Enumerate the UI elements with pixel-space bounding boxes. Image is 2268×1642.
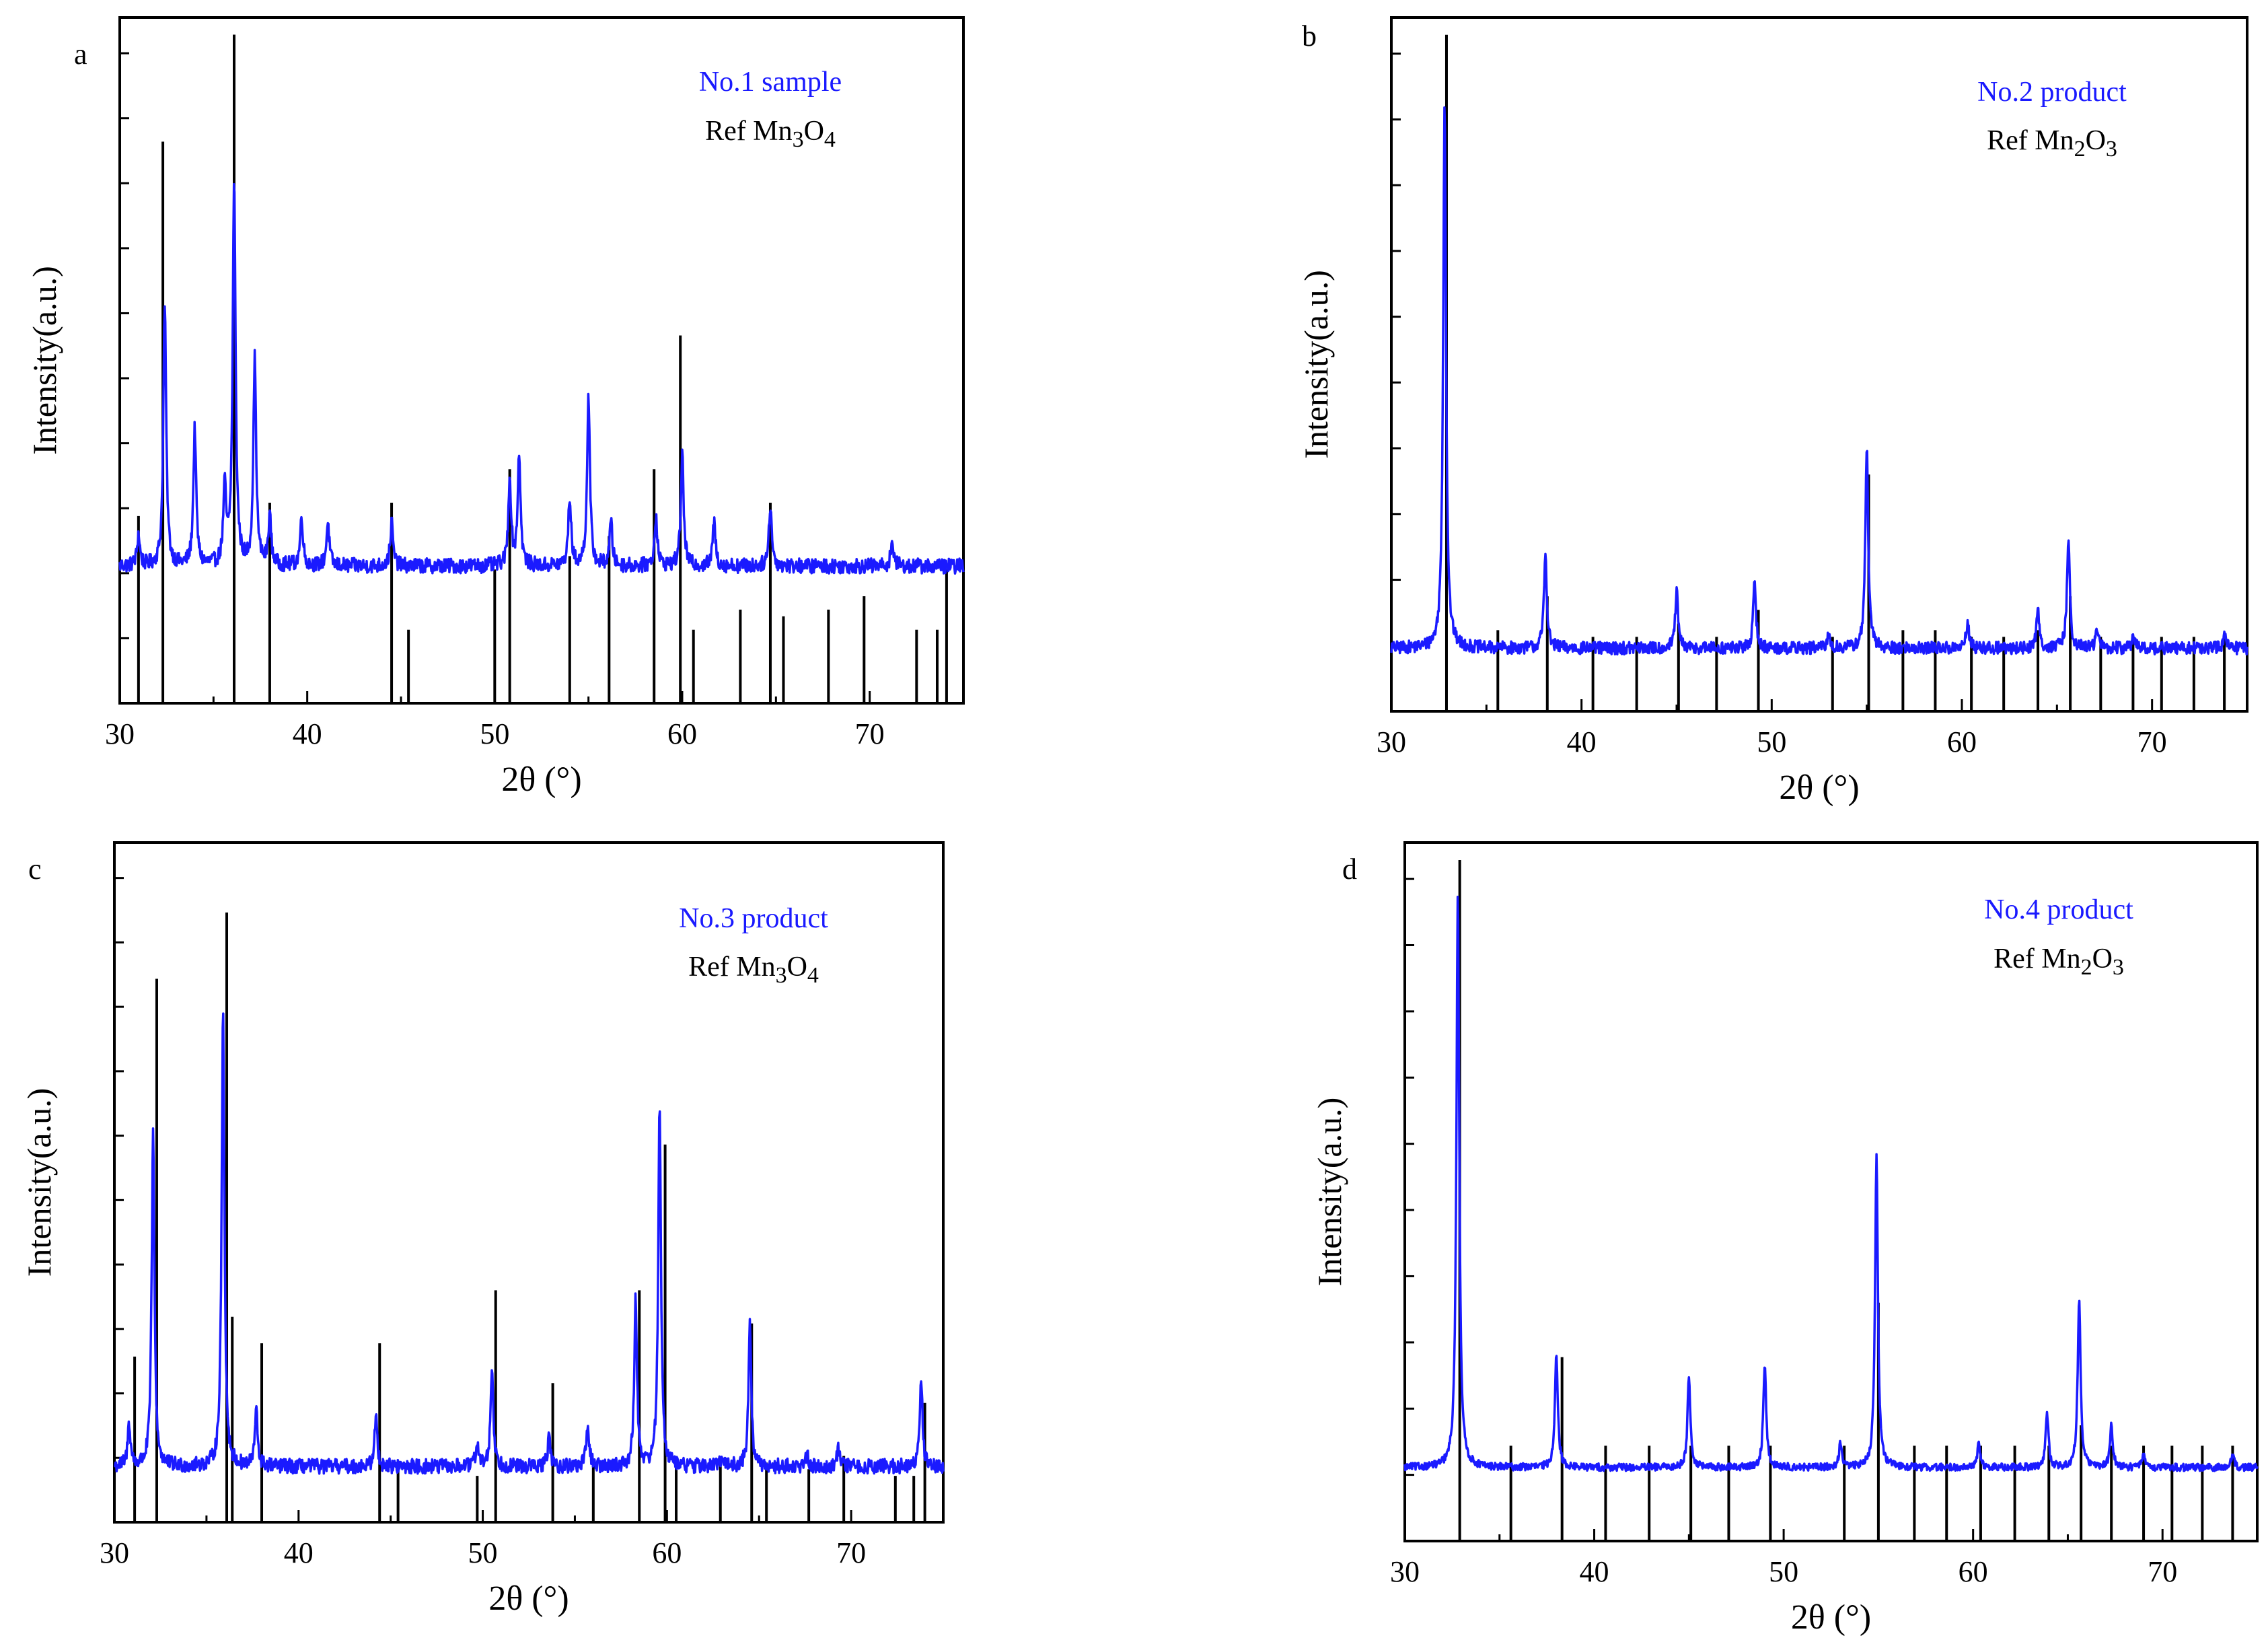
x-tick-label: 70: [836, 1536, 866, 1569]
legend-reference: Ref Mn2O3: [1993, 943, 2124, 980]
panel-letter: c: [28, 853, 42, 886]
x-tick-label: 40: [1567, 725, 1597, 758]
x-tick-label: 30: [1377, 725, 1406, 758]
x-tick-label: 40: [1580, 1555, 1609, 1588]
panel-letter: d: [1342, 853, 1357, 886]
x-tick-label: 70: [2148, 1555, 2177, 1588]
x-tick-label: 30: [100, 1536, 129, 1569]
legend-reference: Ref Mn3O4: [705, 116, 836, 152]
x-tick-label: 40: [284, 1536, 314, 1569]
measured-pattern-line: [118, 182, 965, 575]
panel-letter: a: [74, 38, 87, 71]
x-tick-label: 40: [293, 717, 322, 750]
measured-pattern-line: [114, 1012, 945, 1475]
reference-sticks: [133, 913, 926, 1522]
x-tick-label: 50: [480, 717, 509, 750]
panel-b: 30 40 50 60 70 2θ (°) Intensity(a.u.) b No.2 pro…: [1297, 16, 2248, 807]
reference-sticks: [1458, 859, 2234, 1541]
measured-pattern-line: [1403, 896, 2259, 1472]
x-axis-label: 2θ (°): [1791, 1598, 1871, 1637]
x-tick-label: 50: [1769, 1555, 1798, 1588]
x-tick-label: 70: [855, 717, 885, 750]
y-axis-label: Intensity(a.u.): [20, 1088, 58, 1277]
legend-reference: Ref Mn3O4: [688, 952, 819, 988]
x-tick-label: 60: [1947, 725, 1977, 758]
plot-frame: [118, 16, 965, 705]
x-tick-label: 50: [1757, 725, 1786, 758]
plot-frame: [113, 841, 945, 1524]
legend-reference: Ref Mn2O3: [1987, 125, 2117, 162]
x-tick-label: 30: [1390, 1555, 1420, 1588]
x-tick-label: 60: [667, 717, 697, 750]
x-tick-label: 50: [468, 1536, 498, 1569]
x-axis-label: 2θ (°): [501, 760, 581, 799]
panel-d: 30 40 50 60 70 2θ (°) Intensity(a.u.) d No.4 pro…: [1311, 841, 2259, 1637]
y-axis-label: Intensity(a.u.): [26, 266, 63, 454]
panel-a: 30 40 50 60 70 2θ (°) Intensity(a.u.) a No.1 sam…: [26, 16, 965, 799]
x-tick-label: 30: [105, 717, 135, 750]
x-tick-label: 60: [652, 1536, 682, 1569]
y-axis-label: Intensity(a.u.): [1311, 1098, 1348, 1286]
measured-pattern-line: [1390, 106, 2248, 656]
panel-c: 30 40 50 60 70 2θ (°) Intensity(a.u.) c No.3 pro…: [20, 841, 945, 1618]
plot-frame: [1390, 16, 2248, 713]
x-axis-label: 2θ (°): [1779, 769, 1859, 807]
y-axis-label: Intensity(a.u.): [1297, 270, 1335, 458]
legend-sample: No.2 product: [1977, 77, 2127, 108]
x-tick-label: 60: [1959, 1555, 1988, 1588]
legend-sample: No.3 product: [679, 903, 828, 934]
x-axis-label: 2θ (°): [488, 1579, 569, 1618]
legend-sample: No.1 sample: [699, 67, 842, 98]
x-tick-label: 70: [2137, 725, 2167, 758]
legend-sample: No.4 product: [1984, 894, 2133, 925]
plot-frame: [1403, 841, 2259, 1542]
panel-letter: b: [1302, 20, 1317, 52]
